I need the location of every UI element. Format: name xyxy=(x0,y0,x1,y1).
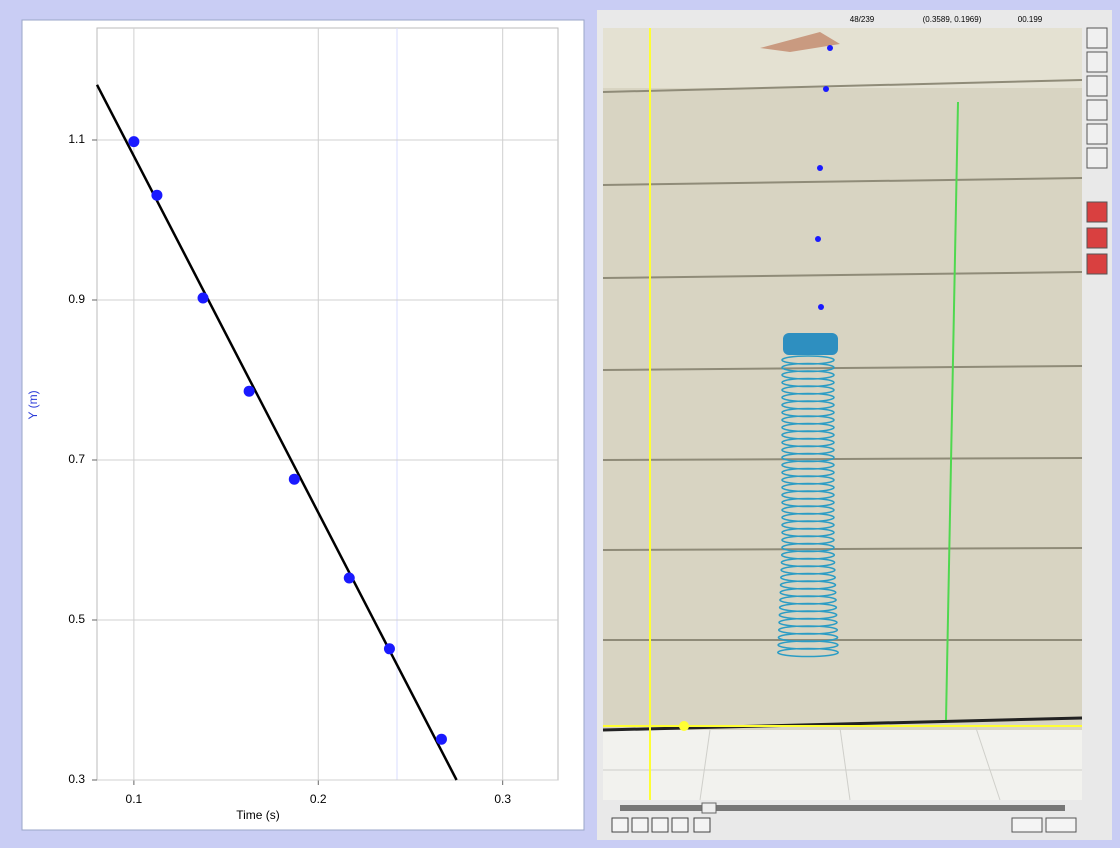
frame-counter: 48/239 xyxy=(850,15,875,24)
coordinates: (0.3589, 0.1969) xyxy=(923,15,982,24)
tool-button[interactable] xyxy=(1087,52,1107,72)
video-frame xyxy=(603,28,1082,800)
data-point xyxy=(384,643,395,654)
data-point xyxy=(244,386,255,397)
y-tick-label: 0.7 xyxy=(68,452,85,466)
x-tick-label: 0.1 xyxy=(126,792,143,806)
playback-button[interactable] xyxy=(652,818,668,832)
zoom-button[interactable] xyxy=(1012,818,1042,832)
tool-button[interactable] xyxy=(1087,228,1107,248)
data-point xyxy=(151,190,162,201)
tool-button[interactable] xyxy=(1087,148,1107,168)
x-axis-label: Time (s) xyxy=(236,808,280,822)
tool-button[interactable] xyxy=(1087,76,1107,96)
y-tick-label: 0.9 xyxy=(68,292,85,306)
graph-panel xyxy=(22,20,584,830)
x-tick-label: 0.3 xyxy=(494,792,511,806)
data-point xyxy=(436,734,447,745)
y-tick-label: 0.3 xyxy=(68,772,85,786)
slider-track xyxy=(620,805,1065,811)
data-point xyxy=(128,136,139,147)
tool-button[interactable] xyxy=(1087,254,1107,274)
y-tick-label: 1.1 xyxy=(68,132,85,146)
y-tick-label: 0.5 xyxy=(68,612,85,626)
playback-button[interactable] xyxy=(612,818,628,832)
data-point xyxy=(198,293,209,304)
time-readout: 00.199 xyxy=(1018,15,1043,24)
y-axis-label: Y (m) xyxy=(26,390,40,419)
playback-button[interactable] xyxy=(672,818,688,832)
data-point xyxy=(344,573,355,584)
track-button[interactable] xyxy=(1046,818,1076,832)
tool-button[interactable] xyxy=(1087,202,1107,222)
toolbar xyxy=(1087,28,1107,274)
slider-thumb[interactable] xyxy=(702,803,716,813)
tool-button[interactable] xyxy=(1087,28,1107,48)
tool-button[interactable] xyxy=(1087,100,1107,120)
tool-button[interactable] xyxy=(1087,124,1107,144)
data-point xyxy=(289,474,300,485)
playback-button[interactable] xyxy=(694,818,710,832)
screen: Time (s) Y (m) 0.10.20.31.10.90.70.50.3 … xyxy=(0,0,1120,848)
playback-button[interactable] xyxy=(632,818,648,832)
x-tick-label: 0.2 xyxy=(310,792,327,806)
